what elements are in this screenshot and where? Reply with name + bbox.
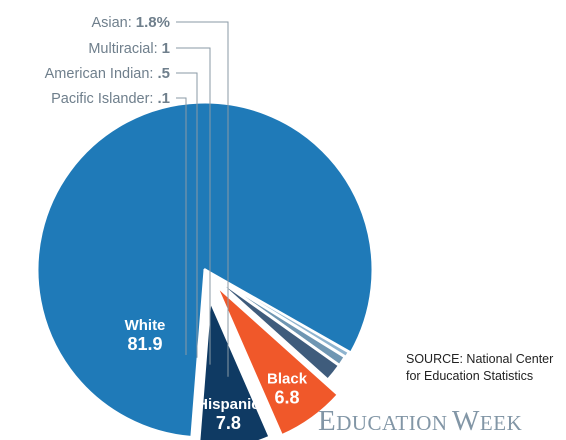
label-white-name: White bbox=[125, 317, 166, 334]
leader-asian bbox=[176, 21, 229, 377]
leader-pacific-islander bbox=[176, 97, 187, 356]
slice-hispanic bbox=[197, 298, 272, 440]
label-pacific-islander: Pacific Islander: .1 bbox=[51, 90, 170, 107]
label-american-indian: American Indian: .5 bbox=[45, 65, 170, 82]
label-black-name: Black bbox=[267, 371, 308, 388]
education-week-logo: EDUCATION WEEK bbox=[318, 405, 523, 437]
slice-black bbox=[214, 283, 340, 438]
leader-american-indian bbox=[176, 72, 198, 358]
pie-slices bbox=[35, 100, 375, 440]
slice-asian bbox=[203, 268, 341, 382]
source-line-1: SOURCE: National Center bbox=[406, 352, 554, 366]
label-hispanic-name: Hispanic bbox=[197, 396, 260, 413]
leader-lines bbox=[176, 21, 229, 377]
label-white-value: 81.9 bbox=[127, 334, 162, 354]
label-hispanic-value: 7.8 bbox=[216, 413, 241, 433]
label-multiracial: Multiracial: 1 bbox=[88, 40, 170, 57]
source-line-2: for Education Statistics bbox=[406, 369, 534, 383]
leader-multiracial bbox=[176, 47, 211, 365]
label-asian: Asian: 1.8% bbox=[91, 14, 170, 31]
label-black-value: 6.8 bbox=[275, 388, 300, 408]
source-note: SOURCE: National Center for Education St… bbox=[406, 351, 553, 385]
